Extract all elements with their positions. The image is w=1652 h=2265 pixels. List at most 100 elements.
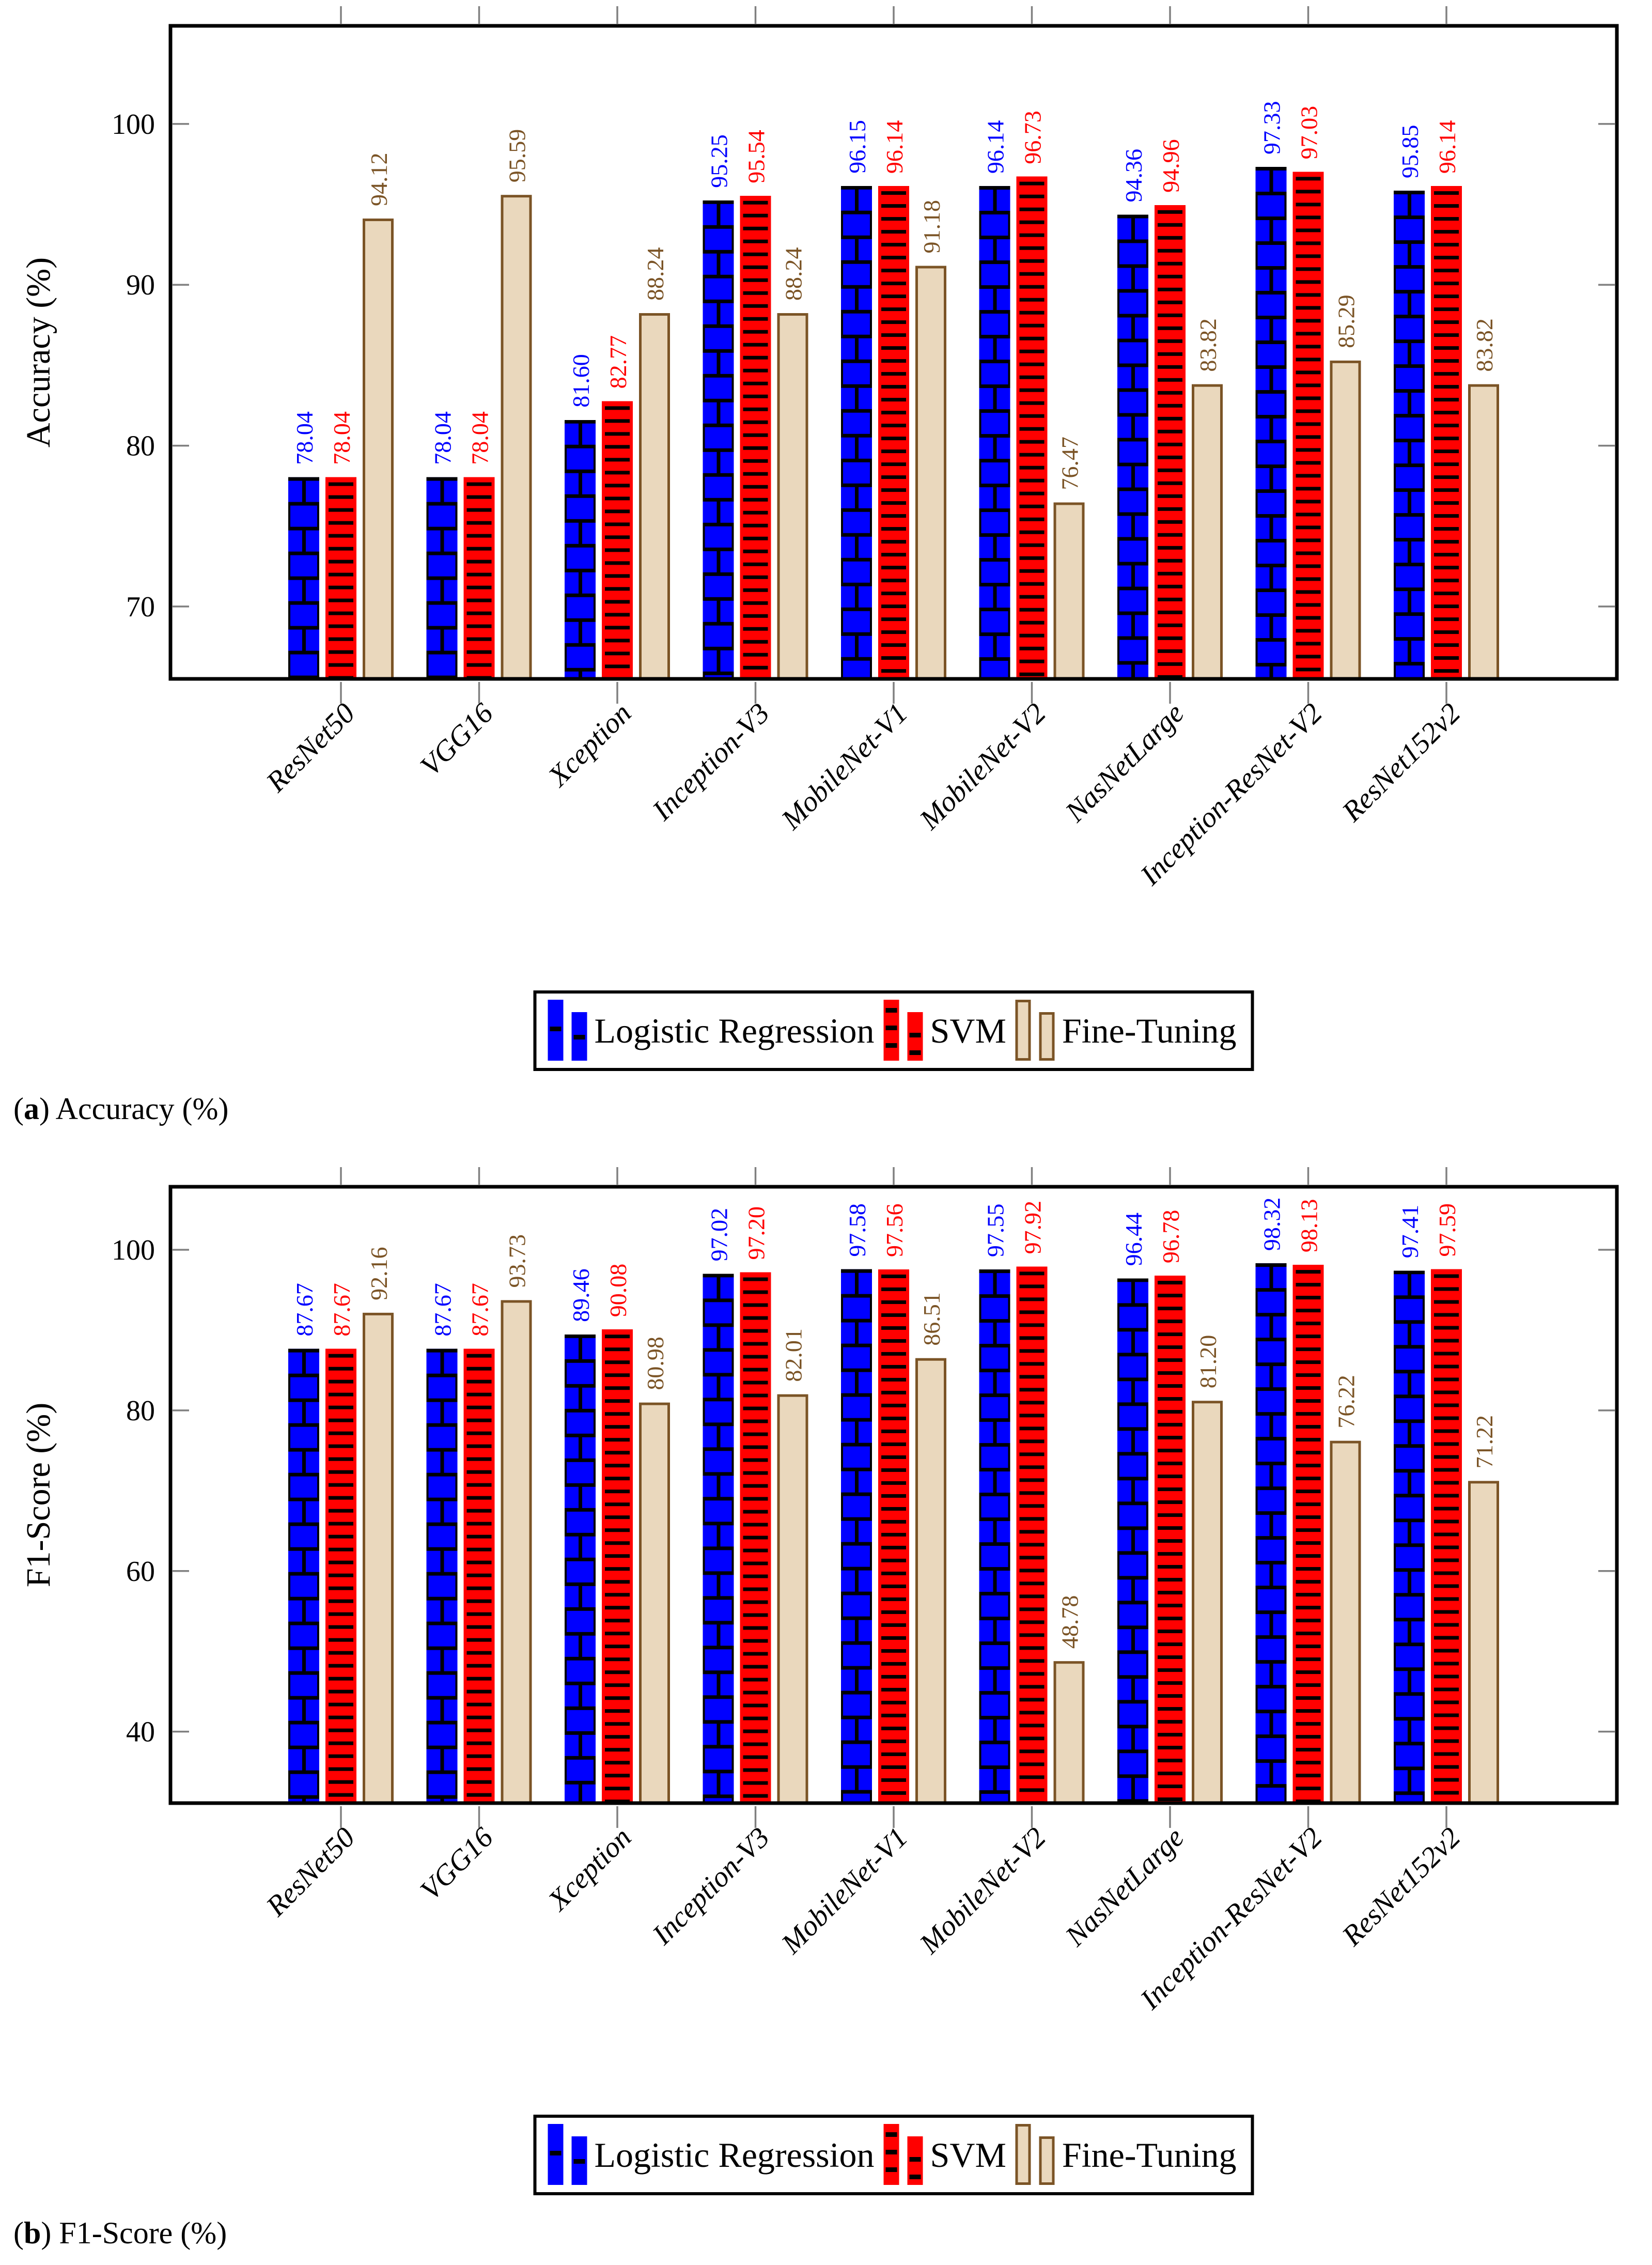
x-category-label: ResNet50 [260, 697, 361, 798]
bar-fine-tuning [915, 266, 946, 680]
bar-fine-tuning [1053, 1661, 1085, 1805]
bar-value-label: 96.14 [881, 120, 908, 174]
caption-b: (b) F1-Score (%) [13, 2215, 227, 2251]
bar-pattern-overlay [703, 1274, 734, 1803]
bar-fine-tuning [1192, 384, 1223, 680]
legend-swatch-dash [909, 2157, 921, 2162]
x-category-label: MobileNet-V2 [913, 1821, 1052, 1960]
bar-value-label: 90.08 [605, 1264, 631, 1317]
bar-value-label: 76.47 [1057, 437, 1083, 490]
bar-value-label: 78.04 [467, 411, 493, 465]
caption-letter: b [23, 2216, 41, 2250]
accuracy-chart: 78.04 78.04 81.60 95.25 96.15 96.14 94.36 97.33… [20, 6, 1619, 892]
bar-fine-tuning [1468, 384, 1499, 680]
tan-plain-bars-icon [1015, 1000, 1055, 1061]
legend-swatch-dash [885, 2150, 897, 2154]
bar-pattern-overlay [565, 420, 596, 679]
x-category-label: Xception [541, 697, 637, 793]
blue-brick-bars-icon [548, 1000, 587, 1061]
bar-value-label: 95.54 [743, 130, 770, 183]
legend-accuracy: Logistic Regression SVM Fine-Tuning [533, 990, 1254, 1071]
bar-value-label: 87.67 [291, 1283, 318, 1337]
bar-value-label: 97.41 [1397, 1205, 1423, 1259]
bar-fine-tuning [1192, 1401, 1223, 1805]
y-tick-label: 40 [126, 1716, 155, 1748]
legend-swatch-dash [550, 2151, 562, 2155]
bar-pattern-overlay [878, 1269, 909, 1803]
legend-swatch-bar [1039, 2136, 1055, 2185]
bar-pattern-overlay [841, 1269, 872, 1803]
legend-item-logistic-regression: Logistic Regression [547, 2123, 875, 2187]
bar-fine-tuning [777, 313, 808, 680]
bar-value-label: 94.12 [366, 152, 392, 206]
x-category-label: ResNet152v2 [1336, 1821, 1467, 1952]
legend-swatch-bar [1039, 1012, 1055, 1061]
bar-value-label: 97.58 [844, 1203, 870, 1257]
bar-value-label: 82.77 [605, 335, 631, 389]
bar-fine-tuning [1468, 1481, 1499, 1805]
bar-value-label: 88.24 [642, 247, 668, 301]
bar-value-label: 97.55 [983, 1204, 1009, 1258]
legend-label: Logistic Regression [594, 2135, 875, 2175]
legend-swatch-dash [885, 2132, 897, 2137]
x-category-label: MobileNet-V2 [913, 697, 1052, 836]
bar-value-label: 97.56 [881, 1203, 908, 1257]
bar-value-label: 94.36 [1120, 149, 1147, 203]
bar-pattern-overlay [1394, 1270, 1425, 1803]
caption-text: ) F1-Score (%) [41, 2216, 227, 2250]
bar-pattern-overlay [1016, 176, 1048, 679]
bar-pattern-overlay [1155, 205, 1186, 679]
bar-value-label: 81.60 [568, 354, 594, 408]
legend-item-fine-tuning: Fine-Tuning [1015, 999, 1237, 1063]
bar-value-label: 97.03 [1296, 106, 1322, 160]
legend-label: Fine-Tuning [1062, 2135, 1237, 2175]
legend-swatch-bar [1015, 1000, 1031, 1061]
bar-pattern-overlay [1117, 214, 1148, 679]
bar-value-label: 87.67 [467, 1283, 493, 1337]
x-category-label: NasNetLarge [1059, 697, 1190, 828]
bar-pattern-overlay [703, 200, 734, 679]
bar-value-label: 96.73 [1020, 111, 1046, 164]
bar-pattern-overlay [1255, 1263, 1287, 1803]
red-dash-bars-icon [883, 2124, 923, 2185]
y-tick-label: 100 [112, 1234, 155, 1266]
bar-value-label: 78.04 [291, 411, 318, 465]
bar-fine-tuning [363, 218, 394, 680]
bar-value-label: 97.02 [706, 1208, 733, 1262]
bar-pattern-overlay [325, 477, 356, 679]
bar-pattern-overlay [878, 186, 909, 679]
legend-swatch-dash [909, 1033, 921, 1037]
bar-value-label: 88.24 [781, 247, 807, 301]
bar-value-label: 97.20 [743, 1206, 770, 1260]
bar-value-label: 91.18 [918, 200, 945, 254]
bar-pattern-overlay [463, 1348, 495, 1803]
bar-pattern-overlay [426, 477, 458, 679]
bar-value-label: 95.59 [504, 129, 531, 183]
x-category-label: MobileNet-V1 [775, 697, 914, 836]
bar-pattern-overlay [325, 1348, 356, 1803]
f1-score-chart: 87.67 87.67 89.46 97.02 97.58 97.55 96.44 98.32… [0, 1161, 1652, 2246]
accuracy-plot: 78.04 78.04 81.60 95.25 96.15 96.14 94.36 97.33… [20, 6, 1619, 892]
bar-value-label: 95.25 [706, 134, 733, 188]
bar-pattern-overlay [602, 401, 633, 679]
bar-value-label: 96.44 [1120, 1213, 1147, 1266]
red-dash-bars-icon [883, 1000, 923, 1061]
legend-swatch-bar [1015, 2124, 1031, 2185]
bar-value-label: 78.04 [329, 411, 355, 465]
bar-value-label: 78.04 [430, 411, 456, 465]
blue-brick-bars-icon [548, 2124, 587, 2185]
bar-value-label: 83.82 [1471, 318, 1498, 372]
bar-pattern-overlay [426, 1348, 458, 1803]
bar-pattern-overlay [841, 185, 872, 679]
bar-fine-tuning [639, 313, 670, 680]
legend-item-svm: SVM [883, 999, 1006, 1063]
y-tick-label: 70 [126, 591, 155, 623]
y-axis-label: F1-Score (%) [20, 1403, 57, 1587]
legend-item-logistic-regression: Logistic Regression [547, 999, 875, 1063]
legend-swatch-dash [885, 2167, 897, 2172]
x-category-label: Xception [541, 1821, 637, 1917]
bar-pattern-overlay [1394, 191, 1425, 679]
bar-value-label: 48.78 [1057, 1595, 1083, 1649]
legend-label: SVM [930, 2135, 1006, 2175]
plot-frame [168, 24, 1619, 681]
